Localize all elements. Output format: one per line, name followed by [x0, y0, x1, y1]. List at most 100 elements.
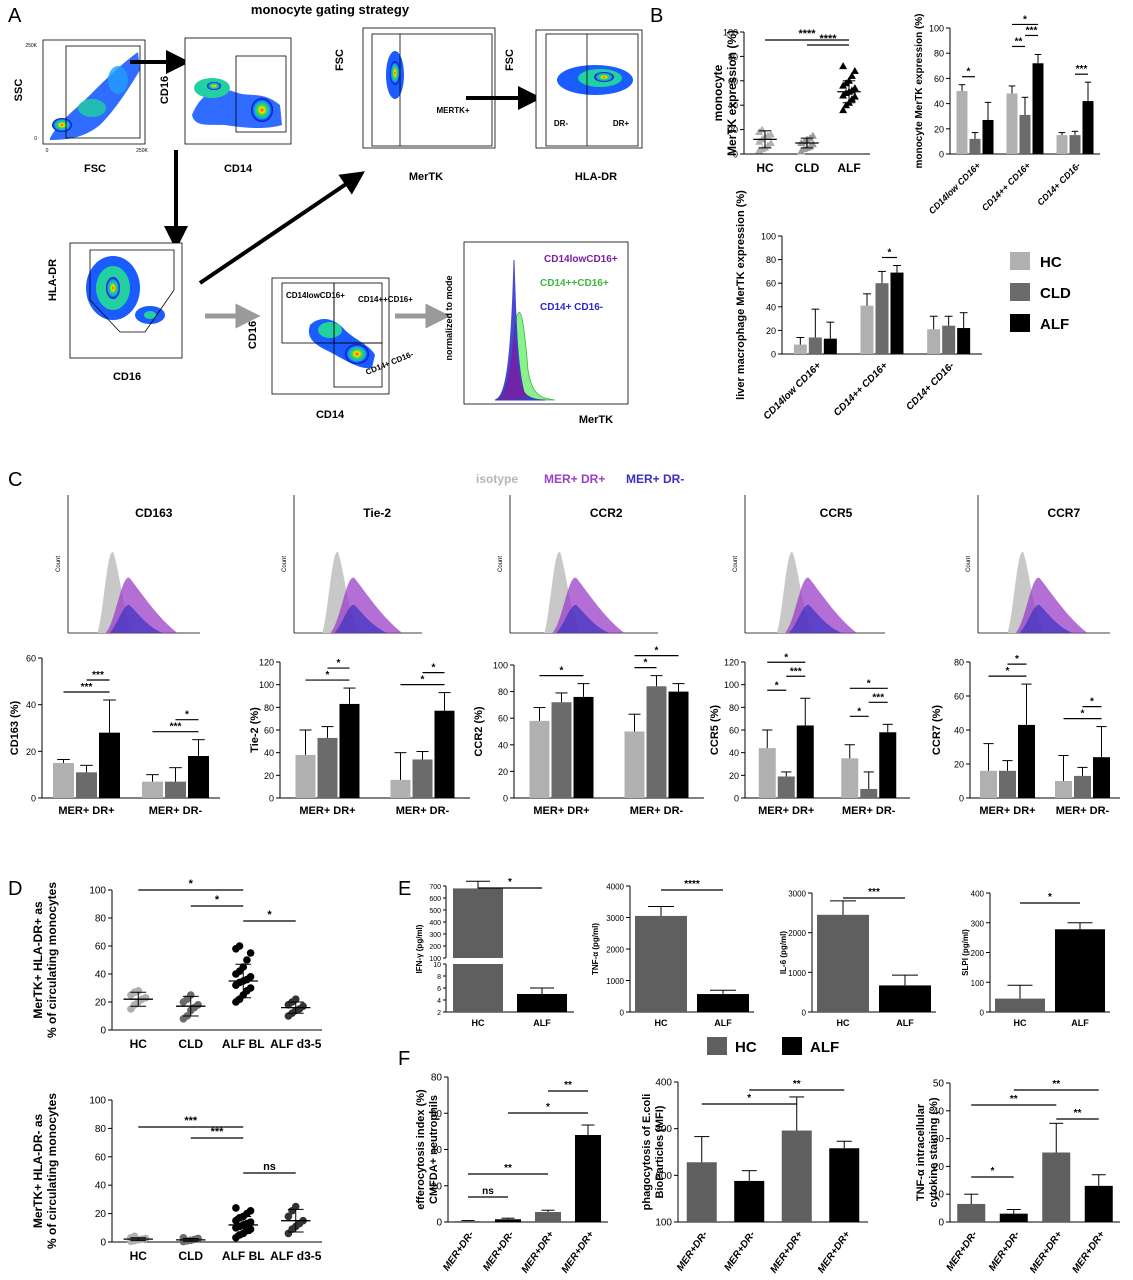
legend-swatch-alf — [1010, 314, 1030, 332]
chart-e2: 0 1000 2000 3000 4000 HC ALF **** TNF-α (pg/ml) — [591, 879, 754, 1028]
y-tick-label: 0 — [802, 1009, 807, 1018]
category-label: HC — [1014, 1018, 1027, 1028]
y-tick-label: 60 — [954, 692, 964, 702]
plot1-ytick: 0 — [34, 136, 37, 142]
plot5-y-label: HLA-DR — [47, 259, 59, 301]
y-tick-label: 40 — [95, 1181, 107, 1192]
bar-hc — [1042, 1152, 1071, 1222]
bar-alf — [495, 1219, 521, 1222]
y-tick-label: 3000 — [606, 914, 624, 923]
bar-hc — [453, 964, 503, 1012]
category-label: ALF — [837, 161, 860, 175]
y-tick-label: 0 — [733, 150, 738, 160]
y-axis-label: monocyte — [711, 64, 725, 121]
y-tick-label: 40 — [264, 748, 274, 758]
data-point — [194, 1001, 202, 1009]
y-tick-label: 0 — [269, 794, 274, 804]
bar-cld — [165, 781, 186, 798]
category-label: CD14low CD16+ — [762, 360, 824, 422]
y-tick-label: 0 — [938, 1218, 944, 1229]
category-label: MER+DR- — [481, 1229, 517, 1273]
legend-swatch-hc — [707, 1037, 727, 1055]
significance-label: * — [857, 706, 861, 717]
data-point — [141, 1234, 150, 1243]
y-axis-label: monocyte MerTK expression (%) — [914, 13, 925, 168]
data-point — [235, 942, 244, 950]
significance-label: * — [867, 678, 871, 689]
category-label: ALF BL — [222, 1037, 265, 1051]
y-tick-label: 20 — [954, 760, 964, 770]
significance-label: *** — [872, 692, 884, 703]
y-tick-label: 3000 — [788, 890, 806, 899]
significance-label: * — [546, 1102, 550, 1113]
bar-alf — [734, 1180, 765, 1222]
chart-e3: 0 1000 2000 3000 HC ALF *** IL-6 (pg/ml) — [779, 887, 936, 1028]
data-point — [808, 140, 817, 148]
category-label: CLD — [178, 1037, 203, 1051]
y-tick-label: 300 — [655, 1124, 672, 1135]
plot1-ytick: 250K — [25, 43, 37, 49]
y-axis-label: IFN-γ (pg/ml) — [415, 924, 424, 973]
plot3-y-label: FSC — [334, 49, 346, 71]
category-label: ALF — [896, 1018, 914, 1028]
y-axis-label: MerTK+ HLA-DR- as — [31, 1114, 45, 1229]
panel-c-legend: isotype MER+ DR+ MER+ DR- — [476, 472, 684, 486]
y-tick-label: 100 — [724, 680, 739, 690]
plot6-x-label: CD14 — [316, 409, 345, 421]
plot3-x-label: MerTK — [409, 171, 443, 183]
y-tick-label: 0 — [771, 350, 776, 360]
y-axis-label: CCR2 (%) — [473, 706, 485, 756]
category-label: MER+DR- — [722, 1229, 758, 1273]
y-tick-label: 80 — [431, 1073, 443, 1084]
y-tick-label: 100 — [259, 680, 274, 690]
y-tick-label: 400 — [971, 890, 985, 899]
bar-hc — [980, 770, 997, 798]
data-point — [246, 984, 255, 992]
category-label: MER+ DR+ — [758, 805, 814, 817]
gating-plot-hladr-cd16: HLA-DR CD16 — [47, 242, 183, 383]
bar-alf — [796, 725, 814, 798]
y-axis-label: efferocytosis index (%) — [415, 1089, 427, 1210]
legend-b: HC CLD ALF — [1010, 252, 1071, 333]
bar-hc — [957, 1203, 986, 1222]
chart-c2: 0 20 40 60 80 100 120 MER+ DR+ MER+ DR- * * * * Tie-2… — [249, 658, 470, 817]
y-tick-label: 20 — [934, 124, 944, 134]
y-tick-label: 0 — [436, 1218, 442, 1229]
y-tick-label: 0 — [100, 1026, 106, 1037]
plot1-xtick: 0 — [46, 148, 49, 154]
y-tick-label: 80 — [264, 703, 274, 713]
y-tick-label: 80 — [954, 658, 964, 668]
y-tick-label: 100 — [971, 979, 985, 988]
dr-pos-gate-label: DR+ — [613, 119, 630, 128]
y-tick-label: 100 — [89, 886, 106, 897]
bar-hc — [793, 344, 807, 354]
significance-label: ** — [793, 1079, 801, 1090]
histogram-y-label: Count — [498, 556, 504, 572]
legend-label-alf: ALF — [1040, 316, 1069, 333]
y-tick-label: 200 — [655, 1171, 672, 1182]
significance-label: * — [1081, 709, 1085, 720]
y-tick-label: 400 — [429, 920, 441, 927]
y-tick-label: 80 — [766, 255, 776, 265]
bar-hc — [781, 1130, 812, 1222]
bar-cld — [1019, 114, 1031, 154]
panel-letter-d: D — [8, 878, 22, 900]
histogram-x-label: MerTK — [579, 414, 613, 426]
histogram-marker-label: CCR2 — [590, 506, 623, 520]
panel-letter-f: F — [398, 1048, 410, 1070]
category-label: MER+DR+ — [768, 1229, 805, 1275]
bar-alf — [957, 328, 971, 354]
chart-e1: 2 4 6 8 10 700 600 500 400 300 200 100 HC ALF * IFN-γ (… — [415, 877, 574, 1028]
y-tick-label: 40 — [933, 1106, 945, 1117]
y-tick-label: 300 — [971, 919, 985, 928]
bar-alf — [1082, 101, 1094, 154]
data-point — [246, 949, 255, 957]
category-label: CD14++ CD16+ — [980, 160, 1033, 213]
bar-alf — [339, 703, 360, 798]
histogram-marker-label: CCR5 — [820, 506, 853, 520]
category-label: MER+ DR+ — [533, 805, 589, 817]
category-label: CD14+ CD16- — [904, 360, 957, 413]
bar-alf — [1032, 63, 1044, 154]
bar-alf — [999, 1213, 1028, 1222]
y-tick-label: 100 — [493, 661, 508, 671]
